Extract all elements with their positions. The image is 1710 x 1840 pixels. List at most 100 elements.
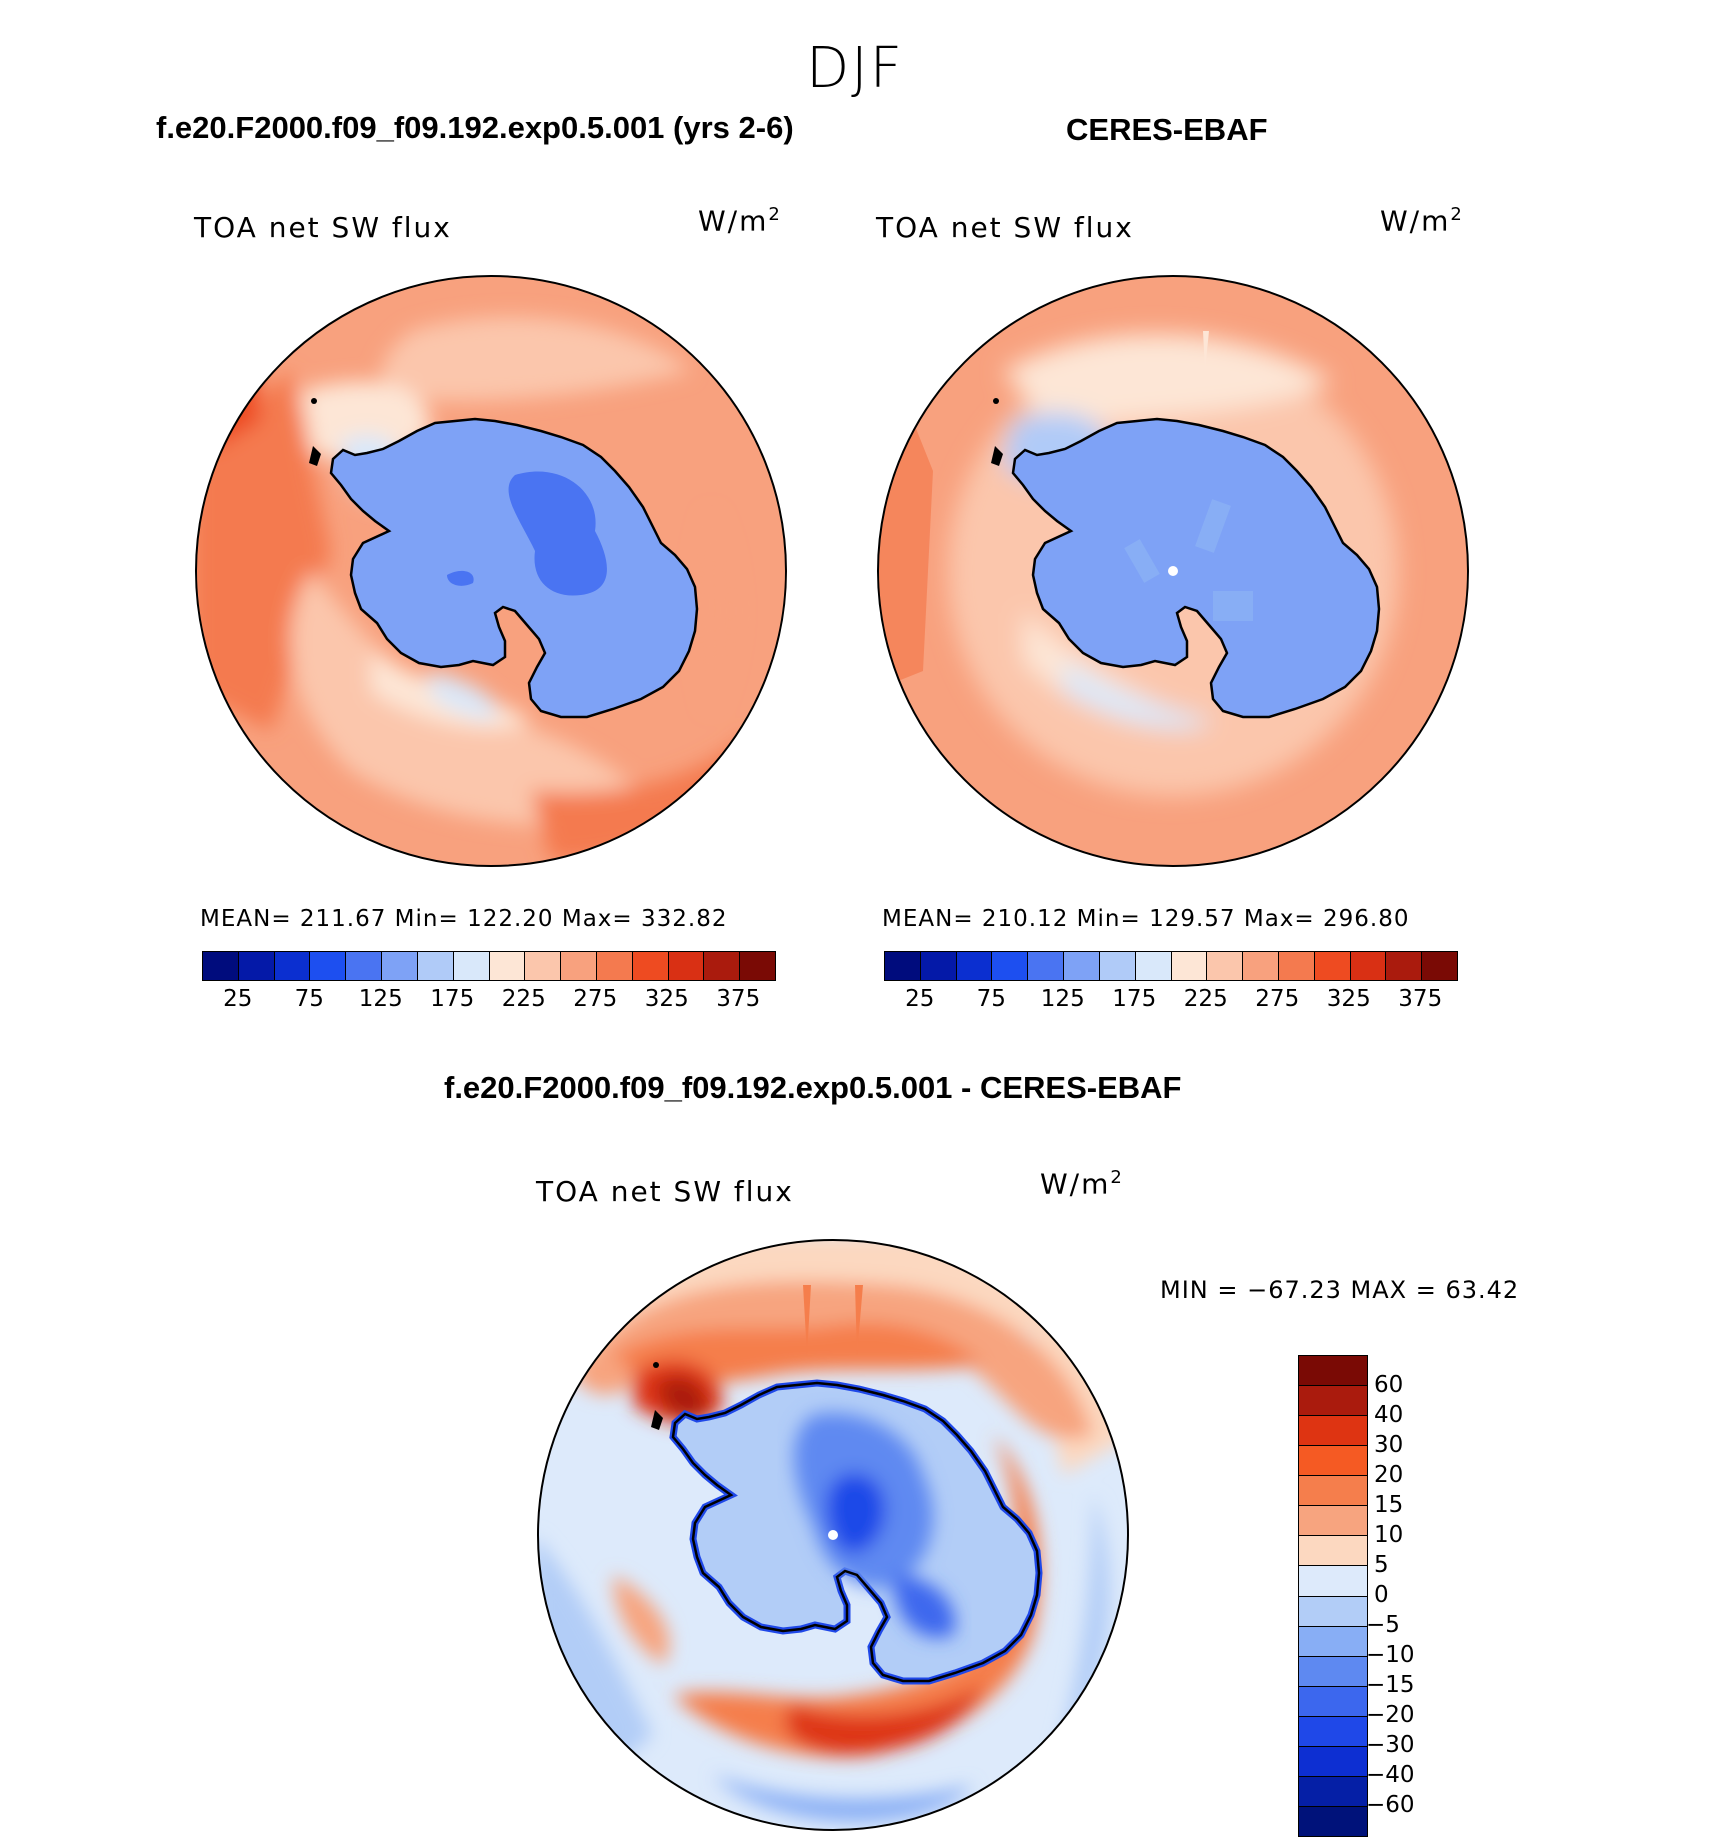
colorbar-swatch [1299,1506,1367,1537]
model-stats: MEAN= 211.67 Min= 122.20 Max= 332.82 [200,906,728,932]
colorbar-swatch [1299,1656,1367,1687]
model-variable-label: TOA net SW flux [194,211,452,244]
obs-colorbar-ticks: 25 75 125 175 225 275 325 375 [884,986,1456,1016]
colorbar-swatch [1171,952,1208,980]
colorbar-tick: 25 [223,986,253,1012]
colorbar-swatch [417,952,454,980]
colorbar-swatch [1350,952,1387,980]
colorbar-label: −60 [1366,1792,1415,1818]
colorbar-swatch [561,952,597,980]
model-panel-title: f.e20.F2000.f09_f09.192.exp0.5.001 (yrs … [156,110,794,145]
colorbar-swatch [1099,952,1136,980]
colorbar-tick: 125 [1040,986,1085,1012]
colorbar-swatch [1207,952,1244,980]
colorbar-label: 20 [1374,1462,1404,1488]
colorbar-swatch [1028,952,1065,980]
colorbar-swatch [382,952,418,980]
colorbar-swatch [525,952,562,980]
colorbar-swatch [1299,1596,1367,1627]
colorbar-swatch [1299,1626,1367,1657]
diff-colorbar-labels: 60 40 30 20 15 10 5 0 −5 −10 −15 −20 −30… [1366,1355,1454,1835]
colorbar-swatch [1299,1686,1367,1717]
colorbar-swatch [1064,952,1100,980]
colorbar-tick: 225 [1183,986,1228,1012]
colorbar-tick: 125 [358,986,403,1012]
colorbar-tick: 225 [501,986,546,1012]
colorbar-swatch [453,952,490,980]
colorbar-swatch [238,952,275,980]
model-units-label: W/m2 [698,204,782,238]
colorbar-swatch [956,952,993,980]
colorbar-label: 5 [1374,1552,1389,1578]
colorbar-swatch [740,952,775,980]
colorbar-swatch [596,952,633,980]
colorbar-swatch [632,952,669,980]
colorbar-swatch [992,952,1029,980]
colorbar-swatch [274,952,311,980]
colorbar-swatch [1278,952,1315,980]
colorbar-swatch [1386,952,1423,980]
colorbar-tick: 375 [1398,986,1443,1012]
colorbar-swatch [668,952,705,980]
colorbar-tick: 325 [1326,986,1371,1012]
colorbar-swatch [346,952,383,980]
colorbar-swatch [1299,1536,1367,1567]
model-colorbar [202,951,776,981]
colorbar-swatch [1135,952,1172,980]
colorbar-label: −30 [1366,1732,1415,1758]
colorbar-tick: 325 [644,986,689,1012]
colorbar-tick: 175 [1112,986,1157,1012]
colorbar-swatch [1299,1746,1367,1777]
colorbar-label: 60 [1374,1372,1404,1398]
colorbar-tick: 175 [430,986,475,1012]
colorbar-label: −5 [1366,1612,1400,1638]
colorbar-tick: 75 [976,986,1006,1012]
colorbar-label: −20 [1366,1702,1415,1728]
colorbar-swatch [704,952,741,980]
colorbar-swatch [1243,952,1279,980]
colorbar-swatch [203,952,239,980]
colorbar-label: −15 [1366,1672,1415,1698]
colorbar-swatch [1299,1446,1367,1477]
colorbar-label: 15 [1374,1492,1404,1518]
model-colorbar-ticks: 25 75 125 175 225 275 325 375 [202,986,774,1016]
colorbar-swatch [489,952,526,980]
season-title: DJF [806,36,904,101]
obs-colorbar [884,951,1458,981]
obs-units-label: W/m2 [1380,204,1464,238]
colorbar-label: 10 [1374,1522,1404,1548]
colorbar-swatch [1299,1716,1367,1747]
diff-panel-title: f.e20.F2000.f09_f09.192.exp0.5.001 - CER… [444,1070,1182,1105]
colorbar-tick: 275 [573,986,618,1012]
colorbar-tick: 375 [716,986,761,1012]
colorbar-swatch [920,952,957,980]
diff-colorbar [1298,1355,1368,1837]
colorbar-swatch [1314,952,1351,980]
colorbar-swatch [310,952,347,980]
obs-variable-label: TOA net SW flux [876,211,1134,244]
colorbar-swatch [1299,1386,1367,1417]
colorbar-swatch [1422,952,1457,980]
colorbar-swatch [1299,1776,1367,1807]
colorbar-swatch [1299,1566,1367,1597]
diff-polar-map [537,1239,1129,1831]
colorbar-swatch [885,952,921,980]
colorbar-label: 0 [1374,1582,1389,1608]
colorbar-tick: 275 [1255,986,1300,1012]
colorbar-swatch [1299,1806,1367,1836]
obs-stats: MEAN= 210.12 Min= 129.57 Max= 296.80 [882,906,1410,932]
colorbar-swatch [1299,1476,1367,1507]
obs-panel-title: CERES-EBAF [1066,112,1268,147]
colorbar-label: −40 [1366,1762,1415,1788]
colorbar-label: 30 [1374,1432,1404,1458]
colorbar-tick: 75 [294,986,324,1012]
diff-variable-label: TOA net SW flux [536,1175,794,1208]
colorbar-label: 40 [1374,1402,1404,1428]
colorbar-swatch [1299,1416,1367,1447]
colorbar-label: −10 [1366,1642,1415,1668]
obs-polar-map [877,275,1469,867]
diff-minmax: MIN = −67.23 MAX = 63.42 [1160,1276,1520,1304]
model-polar-map [195,275,787,867]
colorbar-tick: 25 [905,986,935,1012]
diff-units-label: W/m2 [1040,1167,1124,1201]
